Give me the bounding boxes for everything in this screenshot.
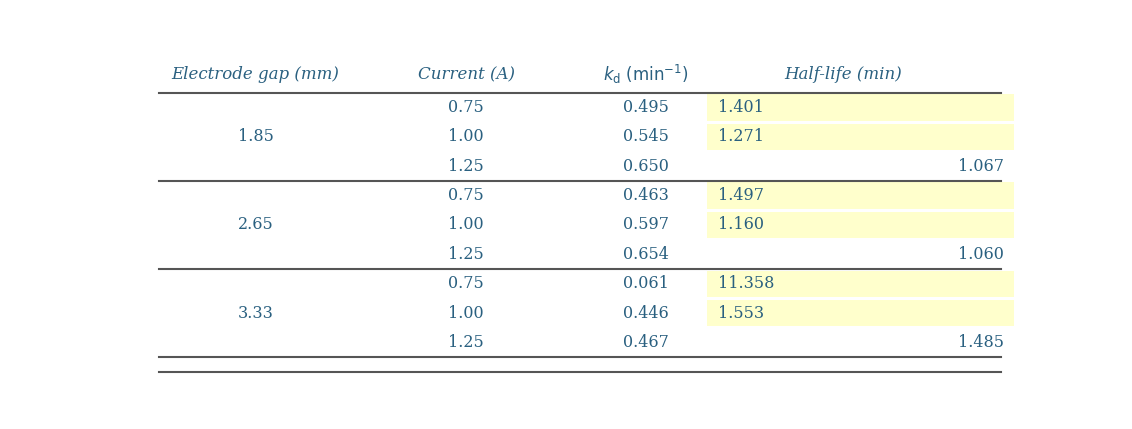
Text: 1.00: 1.00	[448, 128, 483, 145]
Text: 1.25: 1.25	[448, 246, 484, 263]
Text: 0.446: 0.446	[623, 305, 669, 322]
Text: 0.463: 0.463	[623, 187, 669, 204]
Text: 1.00: 1.00	[448, 305, 483, 322]
Text: 1.497: 1.497	[718, 187, 764, 204]
Text: 0.467: 0.467	[623, 334, 669, 351]
Text: 1.85: 1.85	[238, 128, 274, 145]
Text: 3.33: 3.33	[238, 305, 274, 322]
Text: 0.061: 0.061	[623, 275, 669, 292]
Bar	[708, 94, 1014, 121]
Text: 0.75: 0.75	[448, 99, 484, 116]
Bar	[708, 182, 1014, 209]
Text: 0.545: 0.545	[623, 128, 669, 145]
Text: $k_{\rm d}\ (\rm min^{-1})$: $k_{\rm d}\ (\rm min^{-1})$	[603, 63, 688, 86]
Text: 0.597: 0.597	[623, 217, 669, 233]
Bar	[708, 300, 1014, 326]
Text: 1.25: 1.25	[448, 334, 484, 351]
Text: 1.25: 1.25	[448, 158, 484, 175]
Text: 1.00: 1.00	[448, 217, 483, 233]
Text: 0.650: 0.650	[623, 158, 669, 175]
Text: Current (A): Current (A)	[418, 66, 515, 83]
Text: 1.067: 1.067	[958, 158, 1004, 175]
Text: 1.160: 1.160	[718, 217, 764, 233]
Text: Electrode gap (mm): Electrode gap (mm)	[172, 66, 340, 83]
Bar	[708, 124, 1014, 150]
Text: 1.485: 1.485	[958, 334, 1004, 351]
Text: 1.060: 1.060	[958, 246, 1004, 263]
Text: 0.654: 0.654	[623, 246, 669, 263]
Text: 0.495: 0.495	[623, 99, 669, 116]
Text: 11.358: 11.358	[718, 275, 774, 292]
Bar	[708, 271, 1014, 297]
Text: 1.271: 1.271	[718, 128, 764, 145]
Text: 1.553: 1.553	[718, 305, 764, 322]
Text: 1.401: 1.401	[718, 99, 764, 116]
Text: 2.65: 2.65	[238, 217, 274, 233]
Text: 0.75: 0.75	[448, 187, 484, 204]
Bar	[708, 212, 1014, 238]
Text: 0.75: 0.75	[448, 275, 484, 292]
Text: Half-life (min): Half-life (min)	[784, 66, 902, 83]
